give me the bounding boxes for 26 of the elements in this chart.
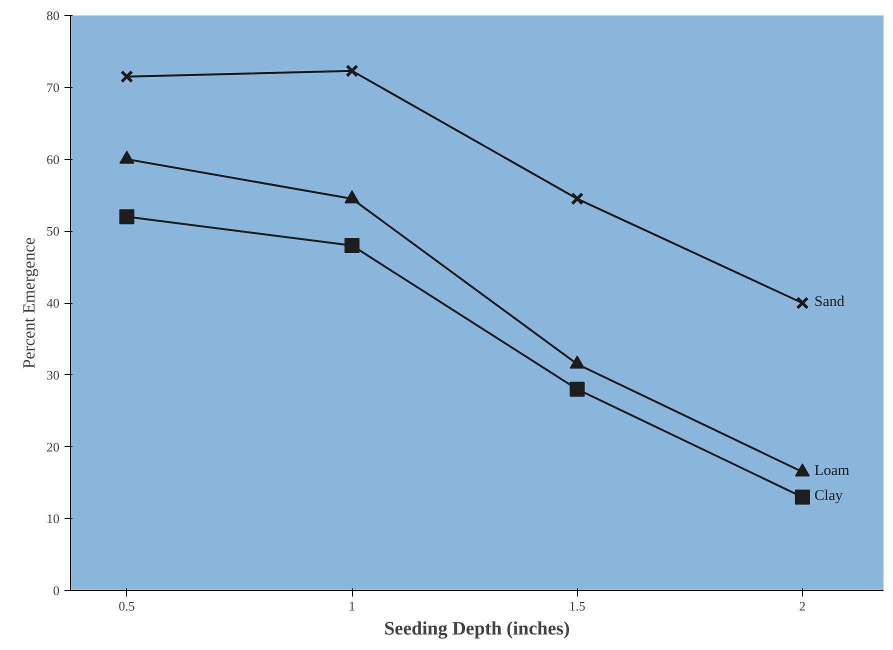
y-tick-label: 60 (46, 152, 60, 167)
series-label: Loam (814, 462, 850, 479)
y-tick-label: 0 (53, 583, 60, 598)
y-tick-label: 70 (46, 80, 60, 95)
x-tick-label: 1 (348, 598, 356, 614)
point (120, 70, 134, 84)
x-tick-label: 0.5 (118, 598, 135, 614)
point (346, 64, 358, 78)
point (119, 209, 134, 224)
x-tick-label: 2 (799, 598, 806, 614)
y-tick-label: 40 (46, 296, 60, 310)
point (570, 382, 585, 397)
y-axis-title: Percent Emergence (20, 237, 38, 369)
x-tick-label: 1.5 (569, 598, 586, 614)
series-label: Clay (814, 488, 844, 504)
series-label: Sand (814, 294, 845, 310)
y-tick-label: 10 (46, 511, 60, 526)
point (344, 238, 360, 253)
x-axis-title: Seeding Depth (inches) (384, 618, 570, 640)
y-tick-label: 20 (46, 439, 60, 454)
y-tick-label: 50 (46, 224, 60, 239)
y-tick-label: 30 (46, 367, 60, 382)
y-tick-label: 80 (46, 8, 60, 23)
point (796, 296, 809, 310)
point (570, 192, 584, 206)
point (794, 490, 810, 505)
